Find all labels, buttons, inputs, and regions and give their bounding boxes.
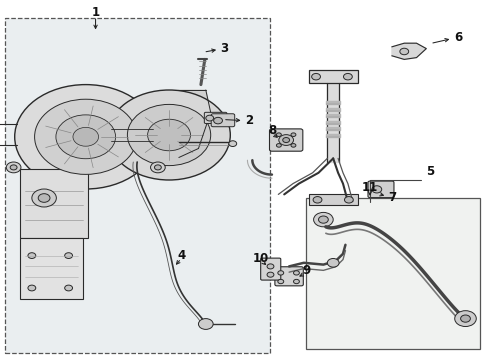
Circle shape (6, 162, 21, 173)
Text: 5: 5 (426, 165, 434, 177)
Bar (20, 238, 83, 299)
Circle shape (455, 311, 476, 327)
Circle shape (313, 197, 322, 203)
Circle shape (214, 117, 222, 124)
Bar (306, 198, 480, 349)
Circle shape (343, 73, 352, 80)
Circle shape (344, 197, 353, 203)
Circle shape (127, 104, 211, 166)
FancyBboxPatch shape (204, 112, 227, 123)
Text: 8: 8 (268, 124, 276, 137)
Text: 7: 7 (388, 191, 396, 204)
Text: 2: 2 (245, 114, 253, 127)
Circle shape (327, 258, 339, 267)
FancyBboxPatch shape (261, 258, 281, 280)
Circle shape (294, 279, 299, 284)
Text: 9: 9 (302, 264, 310, 277)
Circle shape (198, 319, 213, 329)
Circle shape (267, 272, 274, 277)
FancyBboxPatch shape (275, 267, 303, 286)
Circle shape (28, 285, 36, 291)
Circle shape (15, 85, 157, 189)
Text: 11: 11 (362, 181, 378, 194)
Circle shape (400, 48, 409, 55)
Circle shape (32, 189, 56, 207)
Circle shape (461, 315, 470, 322)
Bar (20, 169, 88, 238)
Circle shape (312, 73, 320, 80)
Circle shape (73, 127, 98, 146)
Circle shape (276, 133, 281, 136)
Text: 4: 4 (177, 249, 185, 262)
FancyBboxPatch shape (211, 114, 235, 127)
FancyBboxPatch shape (368, 181, 394, 198)
Text: 10: 10 (253, 252, 270, 265)
Circle shape (314, 212, 333, 227)
Circle shape (28, 253, 36, 258)
Polygon shape (392, 43, 426, 59)
Circle shape (283, 138, 290, 143)
Polygon shape (179, 90, 211, 158)
Circle shape (291, 133, 296, 136)
Circle shape (65, 285, 73, 291)
Circle shape (278, 271, 284, 275)
Circle shape (108, 90, 230, 180)
Circle shape (291, 144, 296, 147)
Circle shape (278, 279, 284, 284)
Circle shape (318, 216, 328, 223)
Bar (309, 70, 358, 83)
Circle shape (65, 253, 73, 258)
Bar (309, 194, 358, 205)
Circle shape (147, 119, 191, 151)
Circle shape (229, 141, 237, 147)
Circle shape (56, 115, 116, 159)
Text: 1: 1 (92, 6, 99, 19)
Circle shape (38, 194, 50, 202)
Circle shape (267, 264, 274, 269)
Bar (5, 18, 270, 353)
Circle shape (10, 165, 17, 170)
Circle shape (276, 144, 281, 147)
Text: 3: 3 (220, 42, 228, 55)
Circle shape (279, 135, 294, 145)
Circle shape (154, 165, 161, 170)
Text: 6: 6 (454, 31, 462, 44)
Circle shape (294, 271, 299, 275)
Circle shape (35, 99, 137, 174)
FancyBboxPatch shape (270, 129, 303, 151)
Circle shape (206, 115, 214, 121)
Circle shape (372, 186, 382, 193)
Circle shape (150, 162, 165, 173)
